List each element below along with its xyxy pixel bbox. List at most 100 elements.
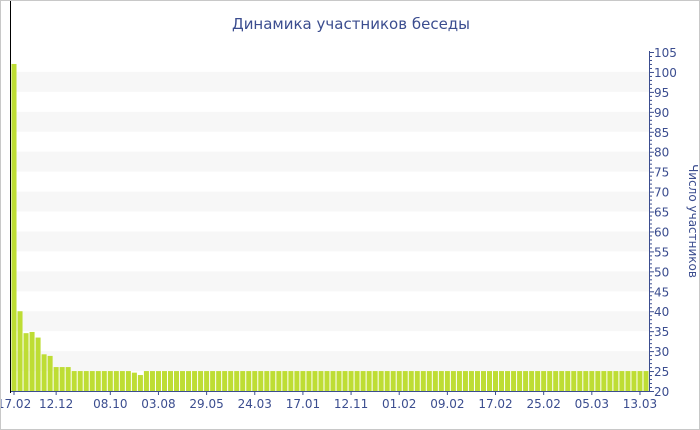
bar [372, 371, 378, 391]
bar [565, 371, 571, 391]
bar [131, 372, 137, 391]
bar [589, 371, 595, 391]
bar [216, 371, 222, 391]
bar [468, 371, 474, 391]
x-tick-label: 17.02 [478, 397, 512, 411]
bar [47, 355, 53, 391]
grid-band [11, 191, 649, 212]
bar [637, 371, 643, 391]
bar [17, 311, 23, 391]
bar [384, 371, 390, 391]
bar [511, 371, 517, 391]
bar [529, 371, 535, 391]
x-tick-label: 17.02 [1, 397, 31, 411]
bar [577, 371, 583, 391]
bar [378, 371, 384, 391]
y-tick-label: 90 [654, 106, 669, 120]
bar [204, 371, 210, 391]
bar [71, 371, 77, 391]
bar [222, 371, 228, 391]
bar [402, 371, 408, 391]
grid-band [11, 271, 649, 292]
bar [342, 371, 348, 391]
bar [186, 371, 192, 391]
bar [107, 371, 113, 391]
bar [396, 371, 402, 391]
bar [456, 371, 462, 391]
bar [180, 371, 186, 391]
bar [240, 371, 246, 391]
x-tick-label: 01.02 [382, 397, 416, 411]
y-tick-label: 70 [654, 186, 669, 200]
bar [59, 367, 65, 391]
grid-band [11, 71, 649, 92]
y-tick-label: 40 [654, 305, 669, 319]
x-tick-label: 24.03 [238, 397, 272, 411]
bar [35, 337, 41, 391]
y-tick-label: 60 [654, 225, 669, 239]
bar [547, 371, 553, 391]
bar [390, 371, 396, 391]
y-tick-label: 65 [654, 206, 669, 220]
bar [324, 371, 330, 391]
bar [613, 371, 619, 391]
y-tick-label: 75 [654, 166, 669, 180]
x-tick-label: 25.02 [526, 397, 560, 411]
x-tick-label: 13.03 [623, 397, 657, 411]
bar [462, 371, 468, 391]
bar [559, 371, 565, 391]
bar [348, 371, 354, 391]
bar [264, 371, 270, 391]
bar [306, 371, 312, 391]
bar [414, 371, 420, 391]
x-tick-label: 12.11 [334, 397, 368, 411]
bar [366, 371, 372, 391]
bar [161, 371, 167, 391]
y-tick-label: 25 [654, 365, 669, 379]
bar [276, 371, 282, 391]
bar [192, 371, 198, 391]
bar [493, 371, 499, 391]
bar [583, 371, 589, 391]
bar [41, 354, 47, 391]
bar [432, 371, 438, 391]
y-tick-label: 105 [654, 46, 677, 60]
bar [354, 371, 360, 391]
bar [53, 367, 59, 391]
y-tick-label: 20 [654, 385, 669, 399]
bar [553, 371, 559, 391]
grid-band [11, 151, 649, 172]
bar [643, 371, 649, 391]
bar [607, 371, 613, 391]
bar [288, 371, 294, 391]
x-tick-label: 09.02 [430, 397, 464, 411]
bar [143, 371, 149, 391]
y-tick-label: 50 [654, 265, 669, 279]
bar [11, 63, 17, 391]
bar [23, 333, 29, 391]
y-axis-label: Число участников [686, 164, 700, 278]
y-tick-label: 85 [654, 126, 669, 140]
bar [258, 371, 264, 391]
y-tick-label: 55 [654, 245, 669, 259]
bar [474, 371, 480, 391]
grid-band [11, 231, 649, 252]
bar [137, 375, 143, 391]
x-tick-label: 05.03 [575, 397, 609, 411]
bar [523, 371, 529, 391]
bar [517, 371, 523, 391]
y-tick-label: 30 [654, 345, 669, 359]
bar [486, 371, 493, 391]
bar [113, 371, 119, 391]
bar [228, 371, 234, 391]
bar [601, 371, 607, 391]
x-tick-label: 17.01 [286, 397, 320, 411]
x-tick-label: 08.10 [93, 397, 127, 411]
bar [119, 371, 125, 391]
bar [95, 371, 101, 391]
bar [336, 371, 342, 391]
bar [270, 371, 276, 391]
bar [300, 371, 306, 391]
bar [29, 331, 35, 391]
